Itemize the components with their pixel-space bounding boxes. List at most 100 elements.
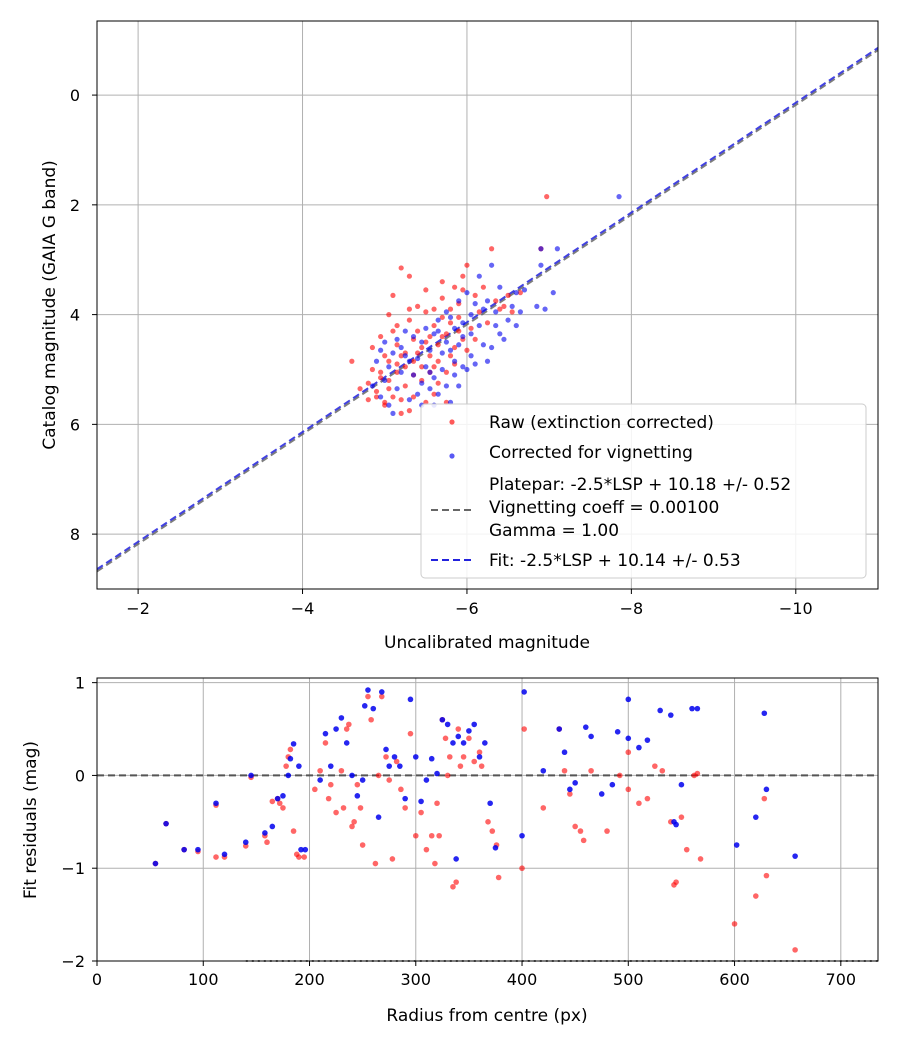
raw-point bbox=[476, 309, 482, 315]
raw-point bbox=[382, 399, 388, 406]
raw-point bbox=[415, 303, 421, 309]
corrected-point bbox=[452, 358, 458, 364]
corrected-point bbox=[517, 309, 523, 315]
corrected-residual-point bbox=[444, 721, 451, 728]
top-y-tick-label: 0 bbox=[70, 86, 80, 105]
corrected-point bbox=[398, 369, 404, 375]
raw-point bbox=[349, 358, 355, 364]
raw-residual-point bbox=[412, 832, 419, 839]
raw-residual-point bbox=[393, 758, 400, 765]
raw-residual-point bbox=[453, 879, 459, 885]
top-scatter-points bbox=[349, 194, 622, 416]
raw-residual-point bbox=[577, 828, 584, 834]
raw-residual-point bbox=[280, 805, 286, 811]
corrected-residual-point bbox=[248, 772, 254, 779]
corrected-residual-point bbox=[375, 814, 382, 820]
corrected-point bbox=[554, 246, 560, 252]
raw-residual-point bbox=[521, 726, 527, 732]
raw-residual-point bbox=[325, 795, 332, 802]
corrected-point bbox=[443, 309, 449, 315]
corrected-residual-point bbox=[412, 754, 419, 760]
corrected-residual-point bbox=[540, 767, 547, 774]
raw-point bbox=[544, 194, 550, 200]
corrected-point bbox=[468, 331, 474, 337]
raw-residual-point bbox=[450, 883, 456, 890]
corrected-point bbox=[493, 309, 499, 315]
corrected-residual-point bbox=[761, 710, 768, 717]
corrected-residual-point bbox=[492, 845, 499, 851]
bottom-panel: 0 100 200 300 400 500 600 700 1 0 −1 −2 Radius fro… bbox=[21, 674, 879, 1026]
corrected-point bbox=[497, 331, 503, 337]
bottom-x-tick-label: 200 bbox=[294, 970, 325, 989]
raw-residual-point bbox=[478, 763, 485, 769]
raw-point bbox=[386, 358, 392, 364]
bottom-scatter-points bbox=[152, 687, 798, 953]
corrected-residual-point bbox=[302, 846, 309, 853]
corrected-point bbox=[390, 410, 396, 416]
raw-point bbox=[398, 265, 404, 271]
corrected-point bbox=[484, 298, 491, 304]
corrected-residual-point bbox=[322, 730, 329, 737]
corrected-residual-point bbox=[519, 832, 525, 839]
corrected-point bbox=[452, 372, 458, 378]
corrected-point bbox=[427, 347, 433, 353]
corrected-residual-point bbox=[359, 777, 366, 783]
bottom-y-tick-label: 0 bbox=[75, 766, 85, 785]
raw-residual-point bbox=[753, 893, 759, 899]
corrected-point bbox=[480, 306, 486, 312]
corrected-residual-point bbox=[644, 737, 651, 743]
corrected-residual-point bbox=[195, 846, 201, 853]
raw-point bbox=[464, 262, 470, 268]
corrected-residual-point bbox=[567, 786, 573, 793]
corrected-point bbox=[538, 246, 544, 252]
raw-point bbox=[398, 353, 404, 359]
corrected-residual-point bbox=[450, 740, 456, 746]
raw-point bbox=[390, 328, 396, 334]
corrected-point bbox=[464, 290, 470, 296]
corrected-point bbox=[493, 322, 499, 329]
raw-point bbox=[447, 320, 454, 326]
corrected-residual-point bbox=[471, 721, 478, 728]
raw-point bbox=[415, 328, 421, 334]
corrected-point bbox=[550, 290, 556, 296]
corrected-point bbox=[378, 394, 384, 400]
corrected-residual-point bbox=[163, 820, 169, 827]
raw-residual-point bbox=[792, 947, 798, 953]
corrected-point bbox=[435, 328, 441, 334]
top-panel: −2 −4 −6 −8 −10 0 2 4 6 8 Uncalibrated magnitude… bbox=[40, 20, 879, 653]
corrected-residual-point bbox=[572, 780, 578, 786]
top-legend: Raw (extinction corrected) Corrected for… bbox=[420, 403, 867, 579]
corrected-point bbox=[406, 358, 412, 364]
corrected-residual-point bbox=[221, 851, 228, 858]
raw-point bbox=[357, 386, 363, 392]
corrected-residual-point bbox=[343, 740, 350, 746]
top-fit-lines bbox=[96, 47, 879, 573]
bottom-x-tick-label: 0 bbox=[92, 970, 102, 989]
corrected-point bbox=[439, 366, 445, 373]
raw-point bbox=[423, 309, 429, 315]
bottom-y-tick-label: −1 bbox=[61, 859, 85, 878]
raw-residual-point bbox=[340, 805, 347, 811]
corrected-residual-point bbox=[678, 781, 685, 788]
corrected-point bbox=[406, 397, 412, 403]
raw-point bbox=[472, 336, 478, 342]
raw-point bbox=[402, 383, 408, 389]
corrected-point bbox=[489, 344, 495, 351]
corrected-residual-point bbox=[181, 846, 187, 853]
legend-corrected-marker bbox=[449, 453, 455, 459]
legend-raw-marker bbox=[449, 419, 455, 425]
raw-residual-point bbox=[389, 856, 396, 862]
corrected-point bbox=[435, 391, 441, 397]
corrected-residual-point bbox=[285, 772, 292, 779]
bottom-x-axis-label: Radius from centre (px) bbox=[386, 1006, 587, 1026]
raw-point bbox=[509, 309, 515, 315]
raw-residual-point bbox=[761, 795, 768, 802]
raw-point bbox=[415, 350, 421, 356]
corrected-residual-point bbox=[487, 800, 493, 807]
corrected-point bbox=[410, 372, 417, 378]
raw-point bbox=[493, 298, 499, 304]
raw-point bbox=[472, 292, 478, 298]
raw-residual-point bbox=[683, 846, 690, 853]
raw-residual-point bbox=[763, 872, 770, 879]
raw-residual-point bbox=[652, 763, 658, 769]
